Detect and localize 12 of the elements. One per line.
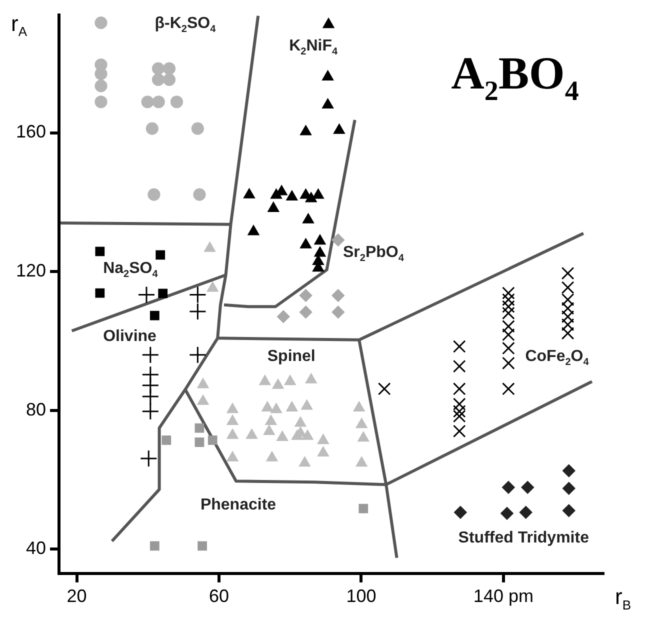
annotation: Spinel	[267, 348, 316, 366]
x-tick-label: 100	[346, 586, 376, 606]
x-tick-label: 140 pm	[473, 586, 534, 606]
x-tick-label: 20	[66, 586, 87, 606]
y-tick-label: 120	[16, 260, 46, 281]
x-tick-label: 60	[209, 586, 230, 606]
annotation: Stuffed Tridymite	[458, 530, 590, 547]
y-tick-label: 160	[16, 122, 46, 142]
y-tick-label: 40	[26, 538, 46, 558]
annotation: Olivine	[103, 328, 157, 345]
annotation: Phenacite	[200, 496, 276, 514]
y-tick-label: 80	[26, 399, 46, 420]
